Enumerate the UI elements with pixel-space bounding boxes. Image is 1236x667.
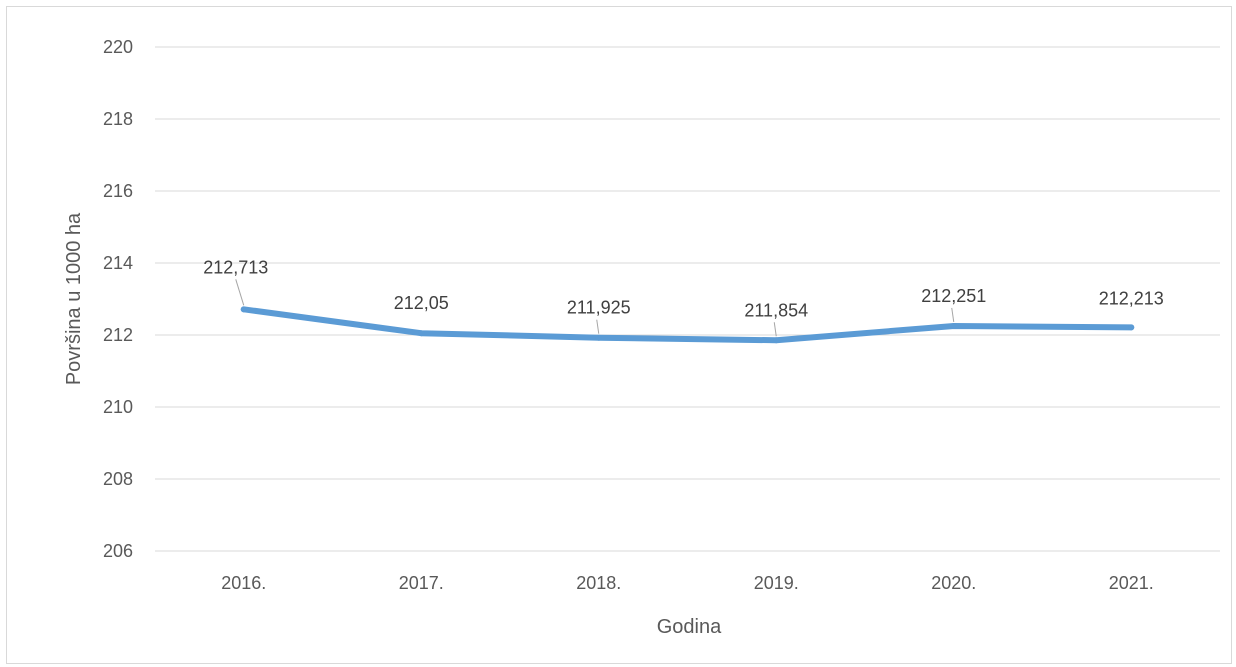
y-tick-label: 216 xyxy=(103,181,133,201)
y-tick-label: 212 xyxy=(103,325,133,345)
x-tick-label: 2020. xyxy=(931,573,976,593)
x-tick-label: 2021. xyxy=(1109,573,1154,593)
data-label: 212,251 xyxy=(921,286,986,306)
x-tick-label: 2017. xyxy=(399,573,444,593)
data-point xyxy=(1128,324,1135,331)
x-axis-title: Godina xyxy=(657,616,722,638)
y-tick-labels: 206 208 210 212 214 216 218 220 xyxy=(103,37,133,561)
y-tick-label: 210 xyxy=(103,397,133,417)
data-label: 211,925 xyxy=(567,298,631,318)
data-label: 211,854 xyxy=(744,300,808,320)
data-label-leader xyxy=(773,322,777,337)
y-tick-label: 214 xyxy=(103,253,133,273)
data-label-leader xyxy=(596,319,600,334)
y-axis-title: Površina u 1000 ha xyxy=(63,212,85,385)
x-tick-label: 2016. xyxy=(221,573,266,593)
data-point xyxy=(418,330,425,337)
data-label-leader xyxy=(235,279,245,306)
series-line xyxy=(240,306,1135,344)
y-tick-label: 208 xyxy=(103,469,133,489)
y-tick-label: 206 xyxy=(103,541,133,561)
data-labels: 212,713 212,05 211,925 211,854 212,251 212,21… xyxy=(203,257,1164,337)
x-tick-labels: 2016. 2017. 2018. 2019. 2020. 2021. xyxy=(221,573,1154,593)
y-tick-label: 218 xyxy=(103,109,133,129)
data-point xyxy=(240,306,247,313)
data-point xyxy=(595,334,602,341)
data-label: 212,05 xyxy=(394,293,449,313)
data-point xyxy=(773,337,780,344)
data-label: 212,713 xyxy=(203,257,268,277)
x-tick-label: 2018. xyxy=(576,573,621,593)
y-tick-label: 220 xyxy=(103,37,133,57)
series-area xyxy=(240,306,1135,344)
data-label-leader xyxy=(951,307,955,323)
gridlines xyxy=(155,46,1220,552)
x-tick-label: 2019. xyxy=(754,573,799,593)
data-point xyxy=(950,322,957,329)
data-label: 212,213 xyxy=(1099,288,1164,308)
